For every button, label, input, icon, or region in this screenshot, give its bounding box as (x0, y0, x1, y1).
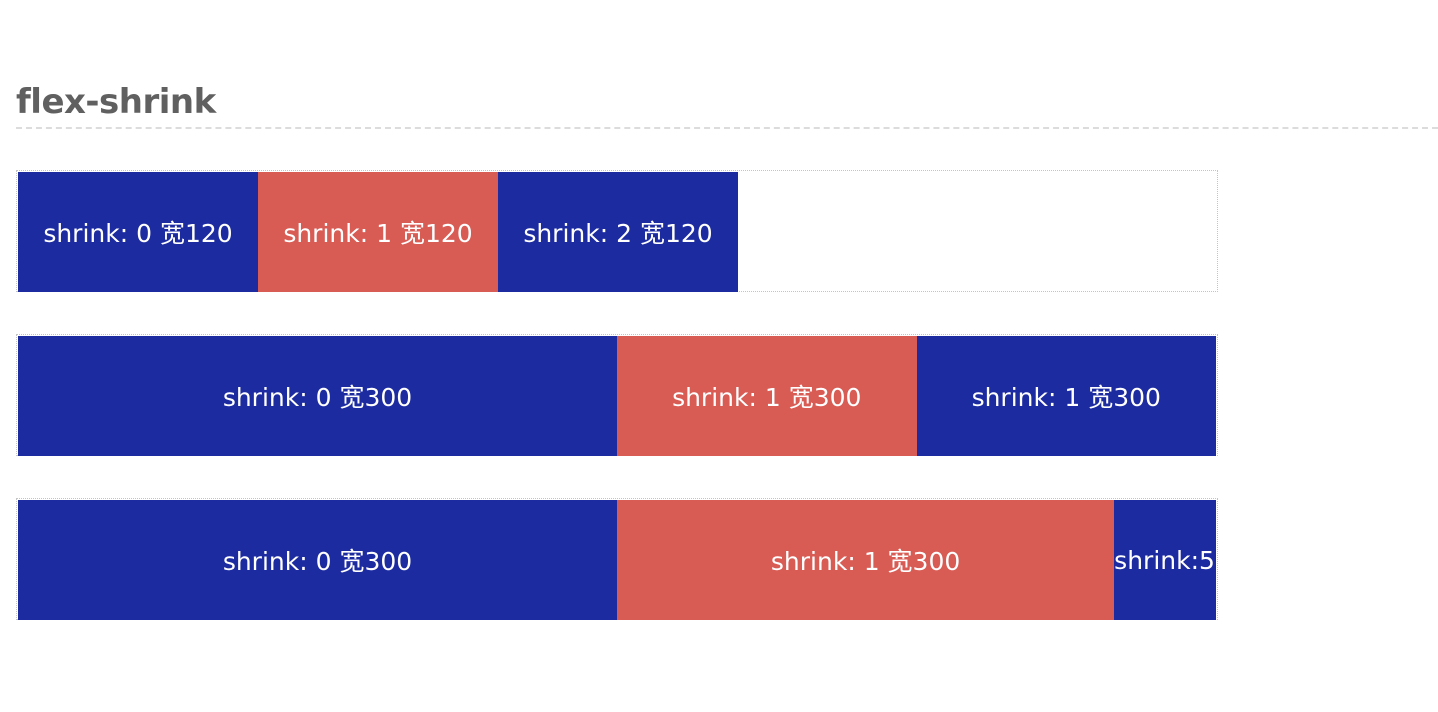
flex-container-2: shrink: 0 宽300 shrink: 1 宽300 shrink: 1 … (16, 334, 1218, 456)
flex-item-shrink-1: shrink: 1 宽120 (258, 172, 498, 292)
flex-container-1: shrink: 0 宽120 shrink: 1 宽120 shrink: 2 … (16, 170, 1218, 292)
flex-item-shrink-1: shrink: 1 宽300 (617, 500, 1115, 620)
flex-item-shrink-0: shrink: 0 宽300 (18, 500, 617, 620)
flex-item-shrink-1-second: shrink: 1 宽300 (916, 336, 1216, 456)
title-divider (16, 127, 1438, 129)
flex-item-shrink-1: shrink: 1 宽300 (617, 336, 917, 456)
flex-container-3: shrink: 0 宽300 shrink: 1 宽300 shrink:5 (16, 498, 1218, 620)
flex-item-shrink-0: shrink: 0 宽300 (18, 336, 617, 456)
section-title: flex-shrink (16, 82, 216, 122)
flex-item-shrink-2: shrink: 2 宽120 (498, 172, 738, 292)
flex-item-shrink-5: shrink:5 (1114, 500, 1216, 620)
flex-item-shrink-0: shrink: 0 宽120 (18, 172, 258, 292)
